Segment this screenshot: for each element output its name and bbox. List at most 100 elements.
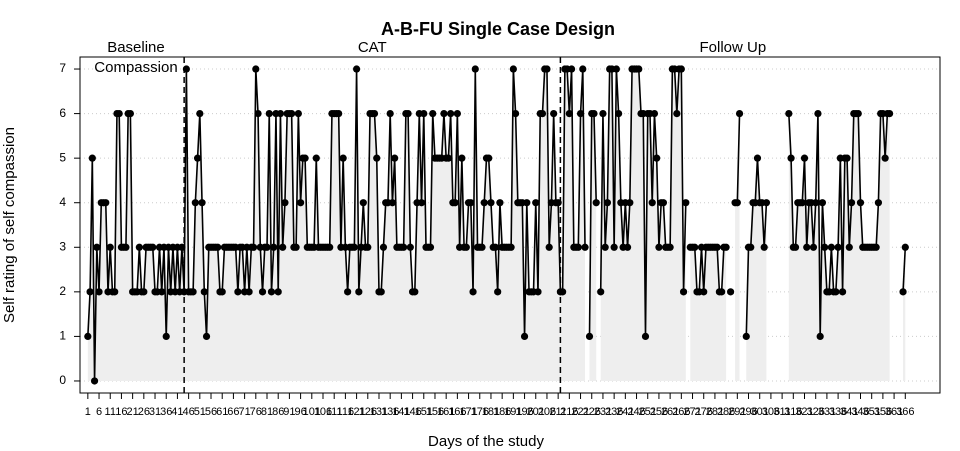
point — [462, 243, 470, 251]
point — [111, 288, 119, 296]
point — [350, 243, 358, 251]
point — [735, 109, 744, 118]
point — [682, 199, 690, 207]
point — [507, 243, 515, 251]
point — [480, 199, 488, 207]
point — [122, 243, 130, 251]
y-tick-label: 5 — [59, 150, 66, 164]
x-tick-label: 71 — [238, 406, 250, 418]
point — [874, 199, 883, 207]
point — [158, 288, 166, 296]
point — [718, 288, 726, 296]
point — [444, 154, 453, 162]
x-tick-label: 306 — [762, 406, 780, 418]
point — [818, 199, 827, 207]
x-tick-label: 151 — [415, 406, 433, 418]
point — [814, 109, 822, 118]
point — [198, 199, 206, 207]
x-tick-label: 271 — [683, 406, 701, 418]
x-tick-label: 241 — [616, 406, 634, 418]
point — [648, 199, 656, 207]
point — [451, 199, 459, 207]
point — [245, 288, 253, 296]
x-tick-label: 21 — [127, 406, 139, 418]
point — [520, 332, 529, 341]
x-tick-label: 231 — [594, 406, 612, 418]
point — [301, 154, 309, 162]
point — [404, 109, 412, 118]
x-tick-label: 16 — [115, 406, 127, 418]
point — [821, 243, 829, 251]
point — [115, 109, 123, 118]
x-tick-label: 31 — [149, 406, 161, 418]
y-tick-label: 4 — [59, 195, 66, 209]
point — [753, 154, 762, 162]
point — [202, 332, 211, 341]
x-tick-label: 311 — [773, 406, 791, 418]
point — [440, 109, 448, 118]
point — [276, 109, 285, 118]
point — [90, 377, 99, 385]
point — [641, 332, 650, 341]
point — [379, 243, 388, 251]
x-axis-label: Days of the study — [428, 433, 544, 450]
x-tick-label: 286 — [717, 406, 735, 418]
point — [267, 288, 276, 296]
x-tick-label: 331 — [818, 406, 836, 418]
point — [491, 243, 500, 251]
point — [485, 154, 493, 162]
phase-label: CAT — [358, 39, 387, 56]
point — [234, 288, 242, 296]
point — [149, 243, 157, 251]
point — [388, 199, 397, 207]
y-tick-label: 7 — [59, 61, 66, 75]
point — [899, 288, 907, 296]
x-tick-label: 46 — [182, 406, 194, 418]
point — [700, 288, 708, 296]
point — [762, 199, 771, 207]
x-tick-label: 121 — [347, 406, 365, 418]
x-tick-label: 356 — [874, 406, 892, 418]
x-tick-label: 301 — [751, 406, 769, 418]
point — [610, 243, 618, 251]
point — [626, 199, 634, 207]
x-tick-label: 141 — [392, 406, 410, 418]
point — [471, 65, 479, 73]
x-tick-label: 256 — [650, 406, 668, 418]
x-tick-label: 106 — [314, 406, 332, 418]
point — [344, 288, 352, 296]
point — [603, 199, 612, 207]
x-tick-label: 366 — [896, 406, 914, 418]
x-tick-label: 276 — [695, 406, 713, 418]
area — [903, 247, 906, 381]
point — [281, 199, 289, 207]
x-tick-label: 361 — [885, 406, 903, 418]
point — [659, 199, 668, 207]
x-tick-label: 251 — [639, 406, 657, 418]
x-tick-label: 226 — [583, 406, 601, 418]
x-tick-label: 206 — [538, 406, 556, 418]
x-tick-label: 146 — [403, 406, 421, 418]
x-tick-label: 56 — [205, 406, 217, 418]
point — [200, 288, 208, 296]
point — [599, 109, 607, 118]
x-tick-label: 341 — [840, 406, 858, 418]
point — [339, 154, 347, 162]
point — [258, 288, 267, 296]
x-tick-label: 1 — [85, 406, 91, 418]
x-tick-label: 321 — [795, 406, 813, 418]
point — [494, 288, 502, 296]
x-tick-label: 346 — [851, 406, 869, 418]
point — [567, 65, 576, 73]
point — [95, 288, 103, 296]
plot-frame — [79, 56, 941, 394]
x-tick-label: 211 — [549, 406, 567, 418]
point — [359, 199, 367, 207]
point — [189, 288, 197, 296]
point — [106, 243, 114, 251]
point — [612, 65, 620, 73]
x-tick-label: 161 — [437, 406, 455, 418]
x-tick-label: 61 — [216, 406, 228, 418]
y-tick-label: 1 — [59, 329, 66, 343]
x-tick-label: 6 — [96, 406, 102, 418]
